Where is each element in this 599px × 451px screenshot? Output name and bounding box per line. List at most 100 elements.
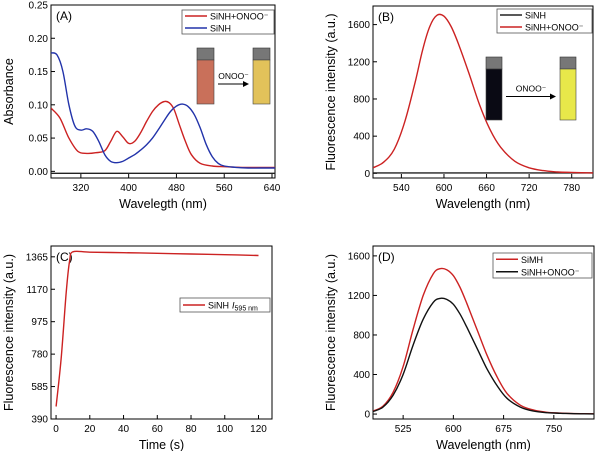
legend: SiNH SiNH+ONOO⁻: [496, 8, 593, 34]
series-line-simh: [373, 267, 594, 415]
chart-panel-d: 525 600 675 750 0 400 800 1200 1600 Wavelength (n…: [324, 245, 595, 451]
y-tick-label: 0.05: [29, 134, 49, 145]
legend-box: [181, 9, 275, 35]
legend-box: [492, 252, 593, 279]
chart-panel-a: 320 400 480 560 640 0.00 0.05 0.10 0.15 0.20 0.25 W…: [2, 1, 281, 212]
y-tick-label: 390: [31, 415, 48, 426]
legend-label: SiNH+ONOO⁻: [521, 267, 580, 277]
legend-label: SiMH: [521, 255, 543, 265]
y-axis-label: Fluorescence intensity (a.u.): [2, 254, 16, 411]
y-axis-label: Fluorescence intensity (a.u.): [324, 254, 338, 411]
series-line-sinh: [51, 52, 275, 169]
x-axis-label: Wavelength (nm): [436, 438, 531, 451]
plot-frame: [50, 245, 273, 420]
legend-label-subscript: 595 nm: [235, 306, 259, 313]
panel-label: (B): [378, 10, 394, 24]
vial-before: [485, 68, 503, 121]
x-tick-label: 120: [250, 424, 267, 435]
y-tick-label: 0.20: [29, 34, 49, 45]
x-tick-label: 660: [478, 183, 495, 194]
legend-box: [179, 297, 271, 313]
y-tick-label: 0: [364, 169, 370, 180]
plot-frame: [372, 5, 594, 179]
x-tick-label: 80: [185, 424, 197, 435]
y-axis-label: Fluorescence intensity (a.u.): [324, 13, 338, 170]
y-tick-label: 0: [364, 410, 370, 421]
y-tick-label: 1600: [348, 251, 371, 262]
chart-panel-c: 0 20 40 60 80 100 120 390 585 780 975 1170 1365 Time …: [2, 245, 273, 451]
arrow-head: [550, 93, 556, 100]
y-tick-label: 0.15: [29, 67, 49, 78]
legend: SiNH I595 nm: [179, 297, 271, 313]
y-tick-label: 1200: [348, 57, 371, 68]
y-tick-label: 800: [353, 94, 370, 105]
x-tick-label: 60: [152, 424, 164, 435]
legend-label: SiNH: [525, 11, 546, 21]
y-tick-label: 0.00: [29, 167, 49, 178]
y-tick-label: 1170: [26, 285, 48, 296]
x-axis-label: Wavelength (nm): [436, 197, 531, 211]
x-tick-label: 100: [216, 424, 233, 435]
x-tick-label: 0: [53, 424, 59, 435]
inset-vials: ONOO⁻: [485, 56, 577, 121]
y-axis-label: Absorbance: [2, 58, 16, 125]
x-tick-label: 780: [563, 183, 580, 194]
vial-after: [252, 59, 271, 105]
panel-label: (A): [56, 9, 72, 23]
x-tick-label: 480: [168, 183, 185, 194]
x-tick-label: 525: [395, 424, 412, 435]
x-tick-label: 675: [495, 424, 512, 435]
vial-after: [559, 68, 577, 121]
y-tick-label: 400: [353, 132, 370, 143]
legend: SiNH+ONOO⁻ SiNH: [181, 9, 275, 35]
series-line-sinh: [55, 250, 259, 407]
vial-cap: [485, 56, 503, 70]
series-line-sinh-onoo-: [373, 297, 594, 415]
y-tick-label: 1600: [348, 20, 371, 31]
x-tick-label: 600: [436, 183, 453, 194]
y-tick-label: 0.10: [29, 100, 49, 111]
legend-label: SiNH+ONOO⁻: [525, 23, 584, 33]
x-axis-label: Time (s): [139, 438, 184, 451]
y-tick-label: 585: [31, 382, 48, 393]
x-tick-label: 20: [84, 424, 96, 435]
y-tick-label: 0.25: [29, 1, 49, 12]
vial-cap: [559, 56, 577, 70]
x-tick-label: 400: [120, 183, 137, 194]
y-tick-label: 975: [31, 317, 48, 328]
x-tick-label: 640: [264, 183, 281, 194]
y-tick-label: 1365: [26, 252, 49, 263]
vial-cap: [196, 47, 215, 61]
x-tick-label: 540: [393, 183, 410, 194]
x-tick-label: 40: [118, 424, 130, 435]
inset-label: ONOO⁻: [516, 84, 547, 94]
series-line-sinh-onoo-: [51, 100, 275, 169]
vial-before: [196, 59, 215, 105]
panel-label: (D): [378, 250, 395, 264]
x-axis-label: Wavelegth (nm): [119, 197, 207, 211]
legend-label: SiNH: [210, 24, 231, 34]
legend: SiMH SiNH+ONOO⁻: [492, 252, 593, 279]
vial-cap: [252, 47, 271, 61]
chart-panel-b: 540 600 660 720 780 0 400 800 1200 1600 Wavelength…: [324, 5, 594, 211]
x-tick-label: 720: [521, 183, 538, 194]
plot-frame: [50, 4, 276, 179]
x-tick-label: 750: [545, 424, 562, 435]
y-tick-label: 780: [31, 350, 48, 361]
y-tick-label: 1200: [348, 291, 371, 302]
y-tick-label: 400: [353, 370, 370, 381]
panel-label: (C): [56, 250, 73, 264]
legend-box: [496, 8, 593, 34]
inset-label: ONOO⁻: [218, 71, 249, 81]
plot-frame: [372, 245, 595, 420]
arrow-head: [243, 81, 249, 87]
x-tick-label: 320: [73, 183, 90, 194]
legend-label-italic: I: [232, 301, 235, 311]
legend-label: SiNH+ONOO⁻: [210, 12, 269, 22]
x-tick-label: 560: [216, 183, 233, 194]
series-line-sinh-onoo-: [373, 13, 593, 174]
x-tick-label: 600: [445, 424, 462, 435]
inset-vials: ONOO⁻: [196, 47, 271, 105]
y-tick-label: 800: [353, 330, 370, 341]
